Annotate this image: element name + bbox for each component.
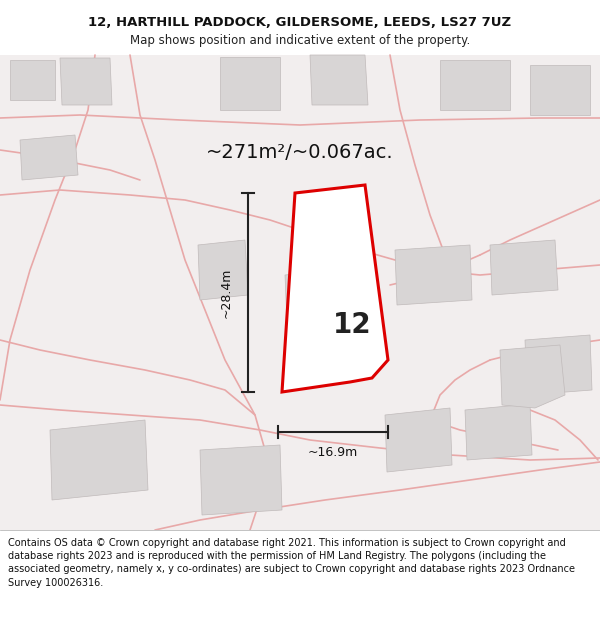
Text: ~28.4m: ~28.4m (220, 268, 233, 318)
Polygon shape (525, 335, 592, 395)
Polygon shape (465, 404, 532, 460)
Polygon shape (60, 58, 112, 105)
Polygon shape (385, 408, 452, 472)
Text: ~271m²/~0.067ac.: ~271m²/~0.067ac. (206, 142, 394, 161)
Polygon shape (50, 420, 148, 500)
Polygon shape (500, 345, 565, 408)
Text: Map shows position and indicative extent of the property.: Map shows position and indicative extent… (130, 34, 470, 47)
Polygon shape (282, 185, 388, 392)
Polygon shape (220, 57, 280, 110)
Text: 12: 12 (332, 311, 371, 339)
Text: Contains OS data © Crown copyright and database right 2021. This information is : Contains OS data © Crown copyright and d… (8, 538, 575, 588)
Bar (0, 530, 600, 625)
Bar (0, 55, 600, 530)
Polygon shape (285, 268, 358, 348)
Polygon shape (490, 240, 558, 295)
Polygon shape (198, 240, 248, 300)
Polygon shape (20, 135, 78, 180)
Polygon shape (440, 60, 510, 110)
Text: ~16.9m: ~16.9m (308, 446, 358, 459)
Polygon shape (530, 65, 590, 115)
Polygon shape (310, 55, 368, 105)
Polygon shape (10, 60, 55, 100)
Polygon shape (200, 445, 282, 515)
Polygon shape (395, 245, 472, 305)
Text: 12, HARTHILL PADDOCK, GILDERSOME, LEEDS, LS27 7UZ: 12, HARTHILL PADDOCK, GILDERSOME, LEEDS,… (88, 16, 512, 29)
